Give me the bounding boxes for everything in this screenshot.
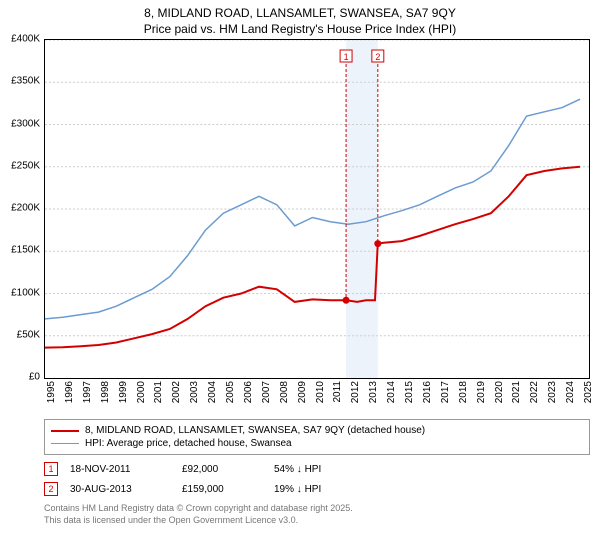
title-line-2: Price paid vs. HM Land Registry's House … <box>10 22 590 38</box>
transaction-price: £92,000 <box>182 464 262 475</box>
plot-area: 12 <box>44 39 590 379</box>
x-tick-label: 2000 <box>136 381 147 403</box>
x-tick-label: 2011 <box>332 381 343 403</box>
x-tick-label: 2025 <box>583 381 594 403</box>
transaction-row: 1 18-NOV-2011 £92,000 54% ↓ HPI <box>44 459 590 479</box>
svg-text:2: 2 <box>375 52 380 62</box>
legend-row: HPI: Average price, detached house, Swan… <box>51 437 583 450</box>
x-tick-label: 2007 <box>261 381 272 403</box>
svg-text:1: 1 <box>344 52 349 62</box>
plot-svg: 12 <box>45 40 589 378</box>
x-tick-label: 2020 <box>494 381 505 403</box>
y-tick-label: £400K <box>11 34 40 45</box>
x-tick-label: 2014 <box>386 381 397 403</box>
x-tick-label: 2021 <box>511 381 522 403</box>
x-tick-label: 2006 <box>243 381 254 403</box>
y-tick-label: £150K <box>11 245 40 256</box>
x-tick-label: 2016 <box>422 381 433 403</box>
legend-label: HPI: Average price, detached house, Swan… <box>85 438 292 449</box>
x-tick-label: 2024 <box>565 381 576 403</box>
x-tick-label: 2018 <box>458 381 469 403</box>
transaction-date: 18-NOV-2011 <box>70 464 170 475</box>
x-tick-label: 1998 <box>100 381 111 403</box>
x-tick-label: 2004 <box>207 381 218 403</box>
attribution: Contains HM Land Registry data © Crown c… <box>44 503 590 526</box>
x-tick-label: 1996 <box>64 381 75 403</box>
transaction-marker: 2 <box>44 482 58 496</box>
title-line-1: 8, MIDLAND ROAD, LLANSAMLET, SWANSEA, SA… <box>10 6 590 22</box>
y-axis: £0£50K£100K£150K£200K£250K£300K£350K£400… <box>0 39 44 377</box>
x-tick-label: 2013 <box>368 381 379 403</box>
y-tick-label: £300K <box>11 118 40 129</box>
attribution-line-2: This data is licensed under the Open Gov… <box>44 515 590 527</box>
y-tick-label: £200K <box>11 203 40 214</box>
attribution-line-1: Contains HM Land Registry data © Crown c… <box>44 503 590 515</box>
x-tick-label: 2008 <box>279 381 290 403</box>
y-tick-label: £100K <box>11 287 40 298</box>
y-tick-label: £350K <box>11 76 40 87</box>
transaction-delta: 54% ↓ HPI <box>274 464 321 475</box>
y-tick-label: £50K <box>17 329 40 340</box>
x-tick-label: 2010 <box>315 381 326 403</box>
x-axis: 1995 1996 1997 1998 1999 2000 2001 2002 2003 2004… <box>44 379 590 415</box>
chart-title: 8, MIDLAND ROAD, LLANSAMLET, SWANSEA, SA… <box>0 0 600 39</box>
x-tick-label: 2019 <box>476 381 487 403</box>
x-tick-label: 2009 <box>297 381 308 403</box>
x-tick-label: 2001 <box>153 381 164 403</box>
chart-container: 8, MIDLAND ROAD, LLANSAMLET, SWANSEA, SA… <box>0 0 600 527</box>
x-tick-label: 2002 <box>171 381 182 403</box>
x-tick-label: 1999 <box>118 381 129 403</box>
x-tick-label: 2023 <box>547 381 558 403</box>
legend-swatch <box>51 430 79 432</box>
y-tick-label: £250K <box>11 160 40 171</box>
transaction-date: 30-AUG-2013 <box>70 484 170 495</box>
x-tick-label: 2022 <box>529 381 540 403</box>
legend: 8, MIDLAND ROAD, LLANSAMLET, SWANSEA, SA… <box>44 419 590 455</box>
transaction-row: 2 30-AUG-2013 £159,000 19% ↓ HPI <box>44 479 590 499</box>
transactions-table: 1 18-NOV-2011 £92,000 54% ↓ HPI 2 30-AUG-2013… <box>44 459 590 499</box>
x-tick-label: 1995 <box>46 381 57 403</box>
x-tick-label: 1997 <box>82 381 93 403</box>
x-tick-label: 2017 <box>440 381 451 403</box>
transaction-marker: 1 <box>44 462 58 476</box>
legend-row: 8, MIDLAND ROAD, LLANSAMLET, SWANSEA, SA… <box>51 424 583 437</box>
x-tick-label: 2015 <box>404 381 415 403</box>
x-tick-label: 2012 <box>350 381 361 403</box>
legend-swatch <box>51 443 79 445</box>
transaction-delta: 19% ↓ HPI <box>274 484 321 495</box>
legend-label: 8, MIDLAND ROAD, LLANSAMLET, SWANSEA, SA… <box>85 425 425 436</box>
x-tick-label: 2005 <box>225 381 236 403</box>
y-tick-label: £0 <box>29 372 40 383</box>
x-tick-label: 2003 <box>189 381 200 403</box>
transaction-price: £159,000 <box>182 484 262 495</box>
